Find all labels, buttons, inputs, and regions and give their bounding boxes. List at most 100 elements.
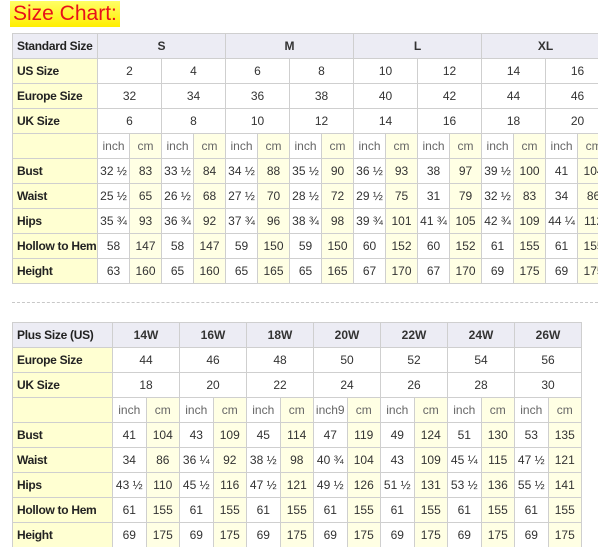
measure-cell: 175 xyxy=(145,522,180,547)
size-header: S xyxy=(96,33,227,59)
page-title: Size Chart: xyxy=(10,1,120,27)
measure-cell: 93 xyxy=(385,158,419,184)
unit-cell: inch xyxy=(545,133,579,159)
measure-cell: 32 ½ xyxy=(481,183,515,209)
measure-cell: 53 xyxy=(514,422,549,448)
measure-cell: 34 xyxy=(112,447,147,473)
size-header: M xyxy=(225,33,355,59)
size-cell: 20 xyxy=(545,108,598,134)
row-label: Bust xyxy=(12,422,113,448)
measure-cell: 60 xyxy=(417,233,451,259)
measure-cell: 49 ½ xyxy=(313,472,348,498)
size-cell: 46 xyxy=(545,83,598,109)
measure-cell: 147 xyxy=(129,233,162,259)
measure-cell: 40 ¾ xyxy=(313,447,348,473)
measure-cell: 83 xyxy=(513,183,547,209)
measure-cell: 100 xyxy=(513,158,547,184)
measure-cell: 43 xyxy=(380,447,415,473)
measure-cell: 79 xyxy=(449,183,483,209)
size-table: Plus Size (US) 14W 16W 18W 20W 22W 24W 26W Europ… xyxy=(12,322,582,547)
measure-cell: 86 xyxy=(145,447,180,473)
measure-cell: 150 xyxy=(321,233,355,259)
measure-cell: 92 xyxy=(212,447,247,473)
size-cell: 4 xyxy=(160,58,227,84)
row-label: Standard Size xyxy=(12,33,98,59)
size-cell: 34 xyxy=(160,83,227,109)
measure-cell: 41 xyxy=(112,422,147,448)
measure-cell: 88 xyxy=(257,158,291,184)
size-cell: 14 xyxy=(481,58,547,84)
row-label: Hips xyxy=(12,208,98,234)
measure-cell: 160 xyxy=(192,258,227,284)
measure-cell: 61 xyxy=(447,497,482,523)
size-cell: 32 xyxy=(97,83,162,109)
measure-cell: 41 ¾ xyxy=(417,208,451,234)
measure-cell: 109 xyxy=(413,447,448,473)
measure-cell: 83 xyxy=(129,158,162,184)
size-cell: 22 xyxy=(246,372,314,398)
measure-row: Waist 25 ½ 65 26 ½ 68 27 ½ 70 28 ½ 72 29 ½ 75 31 79 3… xyxy=(12,183,598,209)
measure-row: Height 69 175 69 175 69 175 69 175 69 175 69 175 69 17… xyxy=(12,522,582,547)
size-cell: 48 xyxy=(246,347,314,373)
measure-cell: 147 xyxy=(192,233,227,259)
measure-cell: 38 ¾ xyxy=(289,208,323,234)
row-label: Hollow to Hem xyxy=(12,497,113,523)
measure-cell: 175 xyxy=(413,522,448,547)
measure-cell: 155 xyxy=(346,497,381,523)
measure-cell: 39 ¾ xyxy=(353,208,387,234)
measure-cell: 97 xyxy=(449,158,483,184)
row-label: UK Size xyxy=(12,108,98,134)
size-cell: 18 xyxy=(112,372,180,398)
unit-cell: inch xyxy=(161,133,194,159)
measure-cell: 160 xyxy=(129,258,162,284)
measure-cell: 69 xyxy=(313,522,348,547)
measure-cell: 175 xyxy=(577,258,598,284)
measure-cell: 61 xyxy=(112,497,147,523)
measure-cell: 92 xyxy=(192,208,227,234)
size-cell: 6 xyxy=(225,58,291,84)
row-label: Europe Size xyxy=(12,83,98,109)
measure-cell: 93 xyxy=(129,208,162,234)
measure-cell: 65 xyxy=(129,183,162,209)
measure-cell: 65 xyxy=(225,258,259,284)
measure-cell: 136 xyxy=(480,472,515,498)
measure-cell: 34 xyxy=(545,183,579,209)
measure-cell: 67 xyxy=(417,258,451,284)
size-row: Europe Size 32 34 36 38 40 42 44 46 xyxy=(12,83,598,109)
measure-cell: 37 ¾ xyxy=(225,208,259,234)
measure-cell: 141 xyxy=(547,472,582,498)
measure-cell: 59 xyxy=(289,233,323,259)
size-row: UK Size 6 8 10 12 14 16 18 20 xyxy=(12,108,598,134)
size-header: XL xyxy=(481,33,598,59)
measure-cell: 58 xyxy=(97,233,130,259)
measure-cell: 101 xyxy=(385,208,419,234)
unit-cell: cm xyxy=(480,397,515,423)
measure-cell: 53 ½ xyxy=(447,472,482,498)
unit-cell: cm xyxy=(129,133,162,159)
row-label: Bust xyxy=(12,158,98,184)
plus-size-table: Plus Size (US) 14W 16W 18W 20W 22W 24W 26W Europ… xyxy=(12,322,584,547)
measure-cell: 41 xyxy=(545,158,579,184)
size-cell: 38 xyxy=(289,83,355,109)
unit-cell: cm xyxy=(192,133,227,159)
measure-cell: 104 xyxy=(346,447,381,473)
measure-row: Height 63 160 65 160 65 165 65 165 67 170 67 170 69 17… xyxy=(12,258,598,284)
unit-cell: inch xyxy=(380,397,415,423)
size-header: 24W xyxy=(447,322,515,348)
size-cell: 44 xyxy=(481,83,547,109)
measure-cell: 69 xyxy=(179,522,214,547)
measure-cell: 70 xyxy=(257,183,291,209)
measure-cell: 98 xyxy=(279,447,314,473)
unit-cell: inch xyxy=(225,133,259,159)
unit-cell: inch xyxy=(481,133,515,159)
row-label: Height xyxy=(12,522,113,547)
measure-cell: 65 xyxy=(289,258,323,284)
size-cell: 16 xyxy=(417,108,483,134)
measure-cell: 38 xyxy=(417,158,451,184)
measure-cell: 115 xyxy=(480,447,515,473)
unit-cell: cm xyxy=(279,397,314,423)
measure-cell: 51 ½ xyxy=(380,472,415,498)
measure-cell: 60 xyxy=(353,233,387,259)
measure-cell: 47 ½ xyxy=(246,472,281,498)
